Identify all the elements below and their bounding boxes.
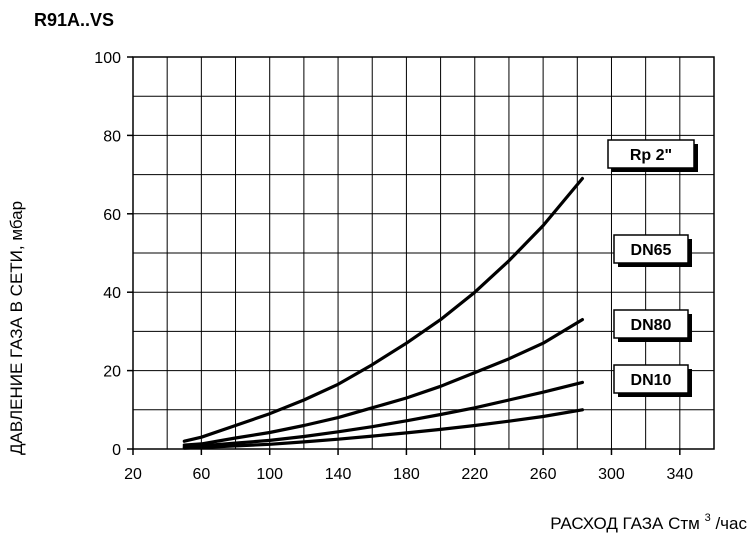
series-label-text: DN10 [631, 372, 672, 389]
series-label-text: DN65 [631, 242, 672, 259]
y-axis-ticks: 0 20 40 60 80 100 [94, 50, 133, 459]
series-label-box [613, 364, 689, 394]
series-label-0: Rp 2" [607, 139, 698, 172]
series-line-3 [182, 408, 585, 450]
x-axis-label-main: РАСХОД ГАЗА Стм [550, 514, 700, 533]
series-layer [182, 176, 585, 450]
series-line-0 [182, 176, 585, 443]
series-label-2: DN80 [613, 309, 692, 342]
x-axis-ticks: 20 60 100 140 180 220 260 300 340 [124, 449, 693, 483]
series-line-1 [182, 318, 585, 447]
x-tick-label: 220 [461, 466, 488, 483]
series-label-text: DN80 [631, 317, 672, 334]
y-tick-label: 20 [103, 364, 121, 381]
x-tick-label: 140 [325, 466, 352, 483]
y-tick-label: 40 [103, 285, 121, 302]
x-tick-label: 260 [530, 466, 557, 483]
x-axis-label-suffix: /час [715, 514, 747, 533]
x-axis-label-sup: 3 [705, 512, 711, 524]
x-tick-label: 100 [256, 466, 283, 483]
series-label-3: DN10 [613, 364, 692, 397]
y-tick-label: 0 [112, 442, 121, 459]
x-tick-label: 60 [192, 466, 210, 483]
series-label-box [613, 234, 689, 264]
x-axis-label: РАСХОД ГАЗА Стм 3 /час [550, 506, 747, 533]
series-labels: Rp 2" DN65 DN80 DN10 [607, 139, 698, 397]
x-tick-label: 340 [666, 466, 693, 483]
series-label-1: DN65 [613, 234, 692, 267]
series-label-text: Rp 2" [630, 147, 672, 164]
series-label-box [607, 139, 695, 169]
x-tick-label: 300 [598, 466, 625, 483]
chart-title: R91A..VS [34, 10, 114, 30]
y-axis-label: ДАВЛЕНИЕ ГАЗА В СЕТИ, мбар [7, 201, 26, 455]
x-tick-label: 20 [124, 466, 142, 483]
y-tick-label: 60 [103, 207, 121, 224]
series-line-2 [182, 380, 585, 449]
series-label-box [613, 309, 689, 339]
y-tick-label: 80 [103, 128, 121, 145]
y-tick-label: 100 [94, 50, 121, 67]
x-tick-label: 180 [393, 466, 420, 483]
